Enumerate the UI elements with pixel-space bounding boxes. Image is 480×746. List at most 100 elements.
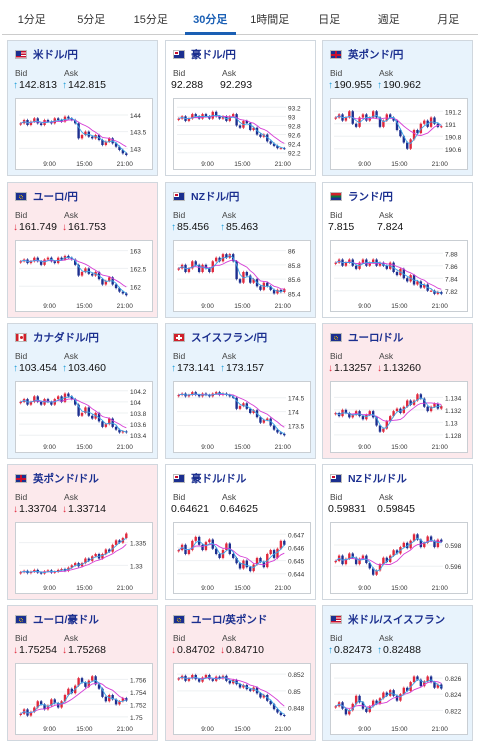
rate-card[interactable]: ユーロ/ドル Bid Ask ↓1.13257 ↓1.13260 1.134 1.132 1.… — [322, 323, 473, 459]
candle — [94, 554, 97, 557]
rate-card[interactable]: ユーロ/円 Bid Ask ↓161.749 ↓161.753 163 162.5 162 9:… — [7, 182, 158, 318]
x-tick-label: 21:00 — [275, 726, 292, 733]
pair-title[interactable]: ユーロ/豪ドル — [33, 614, 99, 626]
candle — [375, 111, 378, 118]
candle — [406, 142, 409, 149]
pair-title[interactable]: ユーロ/円 — [33, 191, 78, 203]
tab-1[interactable]: 5分足 — [77, 14, 106, 26]
price-chart[interactable]: 163 162.5 162 9:00 15:00 21:00 — [15, 240, 153, 312]
price-chart[interactable]: 0.598 0.596 9:00 15:00 21:00 — [330, 522, 468, 594]
rate-card[interactable]: カナダドル/円 Bid Ask ↑103.454 ↑103.460 104.2 104 103… — [7, 323, 158, 459]
ca-flag-icon — [15, 333, 27, 342]
candle — [242, 272, 245, 283]
price-chart[interactable]: 1.756 1.754 1.752 1.75 9:00 15:00 21:00 — [15, 663, 153, 735]
pair-title[interactable]: 豪ドル/ドル — [191, 473, 247, 485]
rate-card[interactable]: 米ドル/円 Bid Ask ↑142.813 ↑142.815 144 143.5 143 9:… — [7, 40, 158, 176]
candle — [108, 277, 111, 281]
card-header: NZドル/ドル — [330, 472, 407, 485]
candle — [334, 413, 337, 415]
ask-value: 0.59845 — [377, 503, 415, 515]
candle — [63, 695, 67, 702]
candle — [238, 563, 242, 569]
price-chart[interactable]: 0.826 0.824 0.822 9:00 15:00 21:00 — [330, 663, 468, 735]
price-chart[interactable]: 0.647 0.646 0.645 0.644 9:00 15:00 21:00 — [173, 522, 311, 594]
chart-svg: 104.2 104 103.8 103.6 103.4 9:00 15:00 21:00 — [19, 389, 147, 451]
price-chart[interactable]: 86 85.8 85.6 85.4 9:00 15:00 21:00 — [173, 240, 311, 312]
pair-title[interactable]: ランド/円 — [348, 191, 393, 203]
rate-card[interactable]: 英ポンド/ドル Bid Ask ↓1.33704 ↓1.33714 1.335 1.33 9:… — [7, 464, 158, 600]
candle — [19, 713, 22, 715]
pair-title[interactable]: NZドル/円 — [191, 191, 240, 203]
pair-title[interactable]: 英ポンド/ドル — [33, 473, 99, 485]
tab-6[interactable]: 週足 — [377, 14, 400, 26]
candle — [118, 540, 121, 543]
candle — [378, 564, 382, 571]
candle — [232, 114, 235, 117]
candle — [194, 114, 197, 117]
candle — [238, 684, 242, 688]
candle — [259, 134, 262, 137]
pair-title[interactable]: 米ドル/スイスフラン — [348, 614, 446, 626]
rate-card[interactable]: 豪ドル/円 Bid Ask 92.288 92.293 93.2 93 92.8 92.6 92.… — [165, 40, 316, 176]
rate-card[interactable]: ユーロ/豪ドル Bid Ask ↓1.75254 ↓1.75268 1.756 1.754 1… — [7, 605, 158, 741]
card-header: 英ポンド/ドル — [15, 472, 99, 485]
candle — [46, 705, 50, 710]
tab-4[interactable]: 1時間足 — [250, 14, 290, 26]
candle — [423, 284, 426, 288]
candle — [70, 257, 73, 260]
candle — [235, 114, 238, 126]
price-chart[interactable]: 104.2 104 103.8 103.6 103.4 9:00 15:00 21:00 — [15, 381, 153, 453]
rate-card[interactable]: ランド/円 Bid Ask 7.815 7.824 7.88 7.86 7.84 7.82 9:0… — [322, 182, 473, 318]
price-chart[interactable]: 144 143.5 143 9:00 15:00 21:00 — [15, 98, 153, 170]
candle — [276, 429, 279, 433]
tab-2[interactable]: 15分足 — [133, 14, 168, 26]
pair-title[interactable]: ユーロ/英ポンド — [191, 614, 268, 626]
pair-title[interactable]: カナダドル/円 — [33, 332, 99, 344]
chart-svg: 0.852 0.85 0.848 9:00 15:00 21:00 — [177, 672, 305, 733]
rate-card[interactable]: 英ポンド/円 Bid Ask ↑190.955 ↑190.962 191.2 191 190.… — [322, 40, 473, 176]
price-chart[interactable]: 174.5 174 173.5 9:00 15:00 21:00 — [173, 381, 311, 453]
candle — [33, 569, 36, 572]
pair-title[interactable]: NZドル/ドル — [348, 473, 407, 485]
bid-value: 7.815 — [328, 221, 354, 233]
candle — [204, 114, 208, 117]
tab-0[interactable]: 1分足 — [17, 14, 46, 26]
candle — [114, 143, 118, 147]
price-chart[interactable]: 1.134 1.132 1.13 1.128 9:00 15:00 21:00 — [330, 381, 468, 453]
candle — [423, 120, 426, 124]
candle — [262, 419, 266, 423]
price-chart[interactable]: 93.2 93 92.8 92.6 92.4 92.2 9:00 15:00 21:00 — [173, 98, 311, 170]
pair-title[interactable]: スイスフラン/円 — [191, 332, 268, 344]
candle — [344, 117, 348, 121]
bid-value: 92.288 — [171, 79, 203, 91]
candle — [412, 534, 416, 541]
pair-title[interactable]: 英ポンド/円 — [348, 49, 404, 61]
pair-title[interactable]: ユーロ/ドル — [348, 332, 404, 344]
x-tick-label: 15:00 — [391, 726, 408, 733]
price-chart[interactable]: 7.88 7.86 7.84 7.82 9:00 15:00 21:00 — [330, 240, 468, 312]
x-tick-label: 21:00 — [432, 585, 449, 592]
rate-card[interactable]: NZドル/円 Bid Ask ↑85.456 ↑85.463 86 85.8 85.6 85.4… — [165, 182, 316, 318]
price-chart[interactable]: 191.2 191 190.8 190.6 9:00 15:00 21:00 — [330, 98, 468, 170]
tab-3[interactable]: 30分足 — [181, 5, 241, 35]
rate-card[interactable]: スイスフラン/円 Bid Ask ↑173.141 ↑173.157 174.5 174 17… — [165, 323, 316, 459]
rate-card[interactable]: NZドル/ドル Bid Ask 0.59831 0.59845 0.598 0.596 9:0… — [322, 464, 473, 600]
candle — [177, 268, 180, 270]
price-chart[interactable]: 1.335 1.33 9:00 15:00 21:00 — [15, 522, 153, 594]
y-tick-label: 191 — [445, 122, 456, 129]
candle — [118, 146, 121, 150]
pair-title[interactable]: 米ドル/円 — [33, 49, 78, 61]
y-tick-label: 103.4 — [130, 433, 147, 440]
rate-card[interactable]: ユーロ/英ポンド Bid Ask ↓0.84702 ↓0.84710 0.852 0.85 0… — [165, 605, 316, 741]
candle — [409, 540, 412, 549]
pair-title[interactable]: 豪ドル/円 — [191, 49, 236, 61]
tab-7[interactable]: 月足 — [437, 14, 460, 26]
rate-card[interactable]: 米ドル/スイスフラン Bid Ask ↑0.82473 ↑0.82488 0.826 0.8… — [322, 605, 473, 741]
price-chart[interactable]: 0.852 0.85 0.848 9:00 15:00 21:00 — [173, 663, 311, 735]
candle — [378, 262, 382, 266]
short-moving-average-line — [178, 393, 285, 435]
tab-5[interactable]: 日足 — [318, 14, 341, 26]
candle — [375, 700, 378, 704]
x-tick-label: 9:00 — [201, 303, 214, 310]
rate-card[interactable]: 豪ドル/ドル Bid Ask 0.64621 0.64625 0.647 0.646 0.64… — [165, 464, 316, 600]
